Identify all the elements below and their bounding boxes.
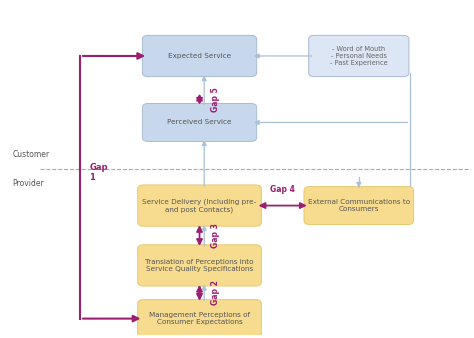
Text: Expected Service: Expected Service [168, 53, 231, 59]
Text: Gap 4: Gap 4 [270, 185, 295, 194]
Text: Perceived Service: Perceived Service [167, 119, 232, 125]
Text: Translation of Perceptions into
Service Quality Specifications: Translation of Perceptions into Service … [145, 259, 254, 272]
Text: Gap
1: Gap 1 [90, 163, 108, 182]
FancyBboxPatch shape [137, 300, 261, 338]
Text: External Communications to
Consumers: External Communications to Consumers [308, 199, 410, 212]
Text: Management Perceptions of
Consumer Expectations: Management Perceptions of Consumer Expec… [149, 312, 250, 325]
Text: Gap 5: Gap 5 [211, 87, 220, 112]
FancyBboxPatch shape [304, 187, 414, 224]
Text: Customer: Customer [12, 149, 49, 159]
FancyBboxPatch shape [137, 245, 261, 286]
FancyBboxPatch shape [309, 35, 409, 77]
FancyBboxPatch shape [142, 103, 257, 141]
Text: Provider: Provider [12, 179, 44, 189]
Text: Gap 3: Gap 3 [211, 223, 220, 248]
Text: Gap 2: Gap 2 [211, 281, 220, 305]
FancyBboxPatch shape [137, 185, 261, 226]
Text: Service Delivery (Including pre-
and post Contacts): Service Delivery (Including pre- and pos… [142, 198, 256, 213]
FancyBboxPatch shape [142, 35, 257, 77]
Text: - Word of Mouth
- Personal Needs
- Past Experience: - Word of Mouth - Personal Needs - Past … [330, 46, 388, 66]
